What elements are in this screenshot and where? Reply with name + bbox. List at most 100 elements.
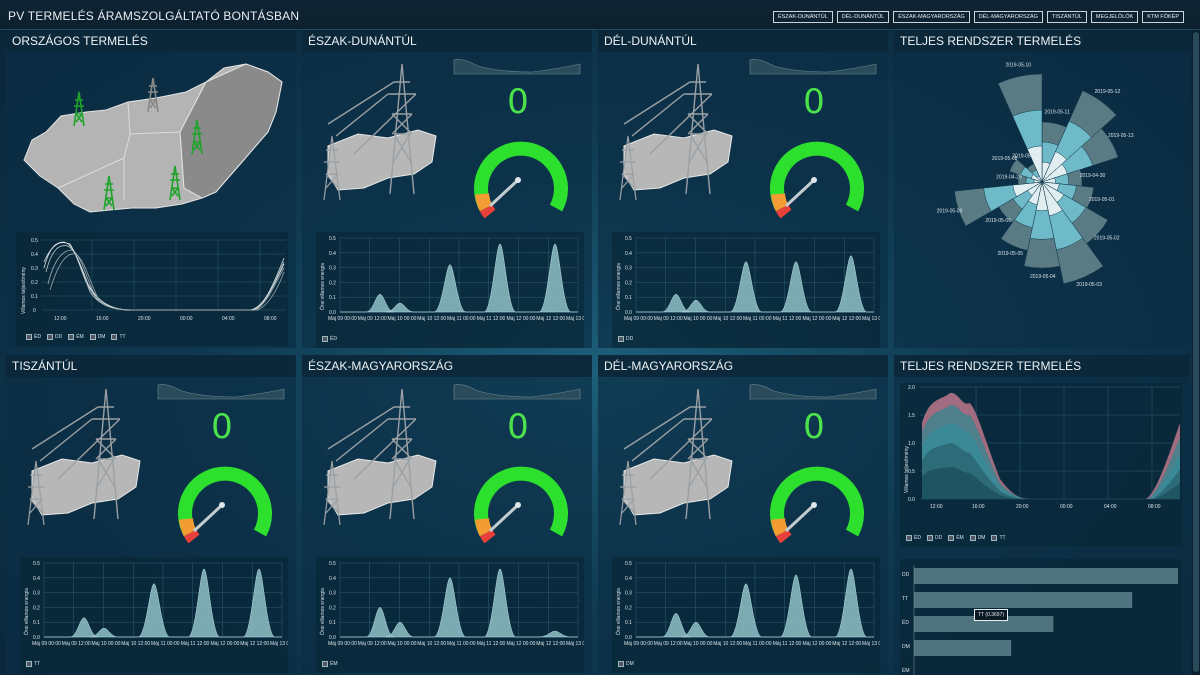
area-series-em	[340, 568, 578, 638]
legend-label: ÉM	[76, 334, 84, 340]
legend-label: ÉD	[914, 535, 921, 541]
legend-item-dd[interactable]: DD	[618, 336, 633, 342]
x-tick: 12:00	[930, 504, 943, 510]
x-tick: Máj 13 00:00	[862, 641, 880, 647]
y-axis-label: Órai villamos energia	[319, 588, 326, 635]
pylon-icon	[323, 460, 341, 526]
nav-button-eszak-dunantul[interactable]: ÉSZAK-DUNÁNTÚL	[772, 11, 833, 23]
gauge	[474, 141, 568, 218]
legend-label: ÉD	[34, 334, 41, 340]
legend-item-dm[interactable]: DM	[969, 535, 985, 541]
x-tick: Máj 12 12:00	[832, 641, 861, 647]
nav-button-eszak-magyarorszag[interactable]: ÉSZAK-MAGYARORSZÁG	[893, 11, 970, 23]
gauge	[178, 466, 272, 543]
mini-sparkline	[749, 59, 877, 75]
bar[interactable]	[914, 568, 1178, 584]
chart-legend: ÉM	[322, 661, 338, 667]
y-axis-label: Órai villamos energia	[319, 263, 326, 310]
chart-legend: TT	[26, 661, 40, 667]
gauge	[770, 141, 864, 218]
bar[interactable]	[914, 640, 1012, 656]
hungary-map	[23, 63, 283, 213]
polar-area-chart: 2019-05-11 2019-05-12 2019-05-13 2019-04-30…	[937, 63, 1134, 289]
pylon-icon	[623, 64, 713, 195]
y-tick: 0.1	[625, 620, 632, 626]
y-tick: 0.4	[329, 251, 336, 257]
y-tick: 0.3	[33, 591, 40, 597]
legend-item-dd[interactable]: DD	[46, 334, 62, 340]
y-tick: 0.0	[329, 310, 336, 316]
x-tick: Máj 11 00:00	[447, 316, 476, 322]
panel-title: DÉL-DUNÁNTÚL	[598, 30, 888, 52]
gauge-value: 0	[507, 82, 529, 122]
national-line-chart: Villamos teljesítmény 0.5 0.4 0.3 0.2 0.…	[16, 232, 288, 346]
page-scrollbar[interactable]	[1192, 30, 1200, 675]
bar-category-label: ÉD	[902, 619, 909, 626]
pylon-icon	[73, 91, 85, 127]
legend-label: DM	[626, 661, 634, 667]
x-tick: Máj 11 12:00	[773, 641, 802, 647]
x-tick: Máj 09 00:00	[624, 316, 653, 322]
legend-item-em[interactable]: ÉM	[322, 661, 338, 667]
x-tick: Máj 13 00:00	[862, 316, 880, 322]
system-rose-panel: TELJES RENDSZER TERMELÉS 2019-05-11 2019-…	[894, 30, 1190, 348]
y-tick: 0.3	[329, 591, 336, 597]
legend-item-ed[interactable]: ÉD	[322, 336, 337, 342]
y-tick: 0.1	[329, 295, 336, 301]
x-tick: 04:00	[222, 316, 235, 322]
x-tick: 20:00	[1016, 504, 1029, 510]
legend-label: DD	[626, 336, 634, 342]
bar-category-label: TT	[902, 596, 908, 602]
y-tick: 0.4	[33, 576, 40, 582]
y-tick: 0.3	[329, 266, 336, 272]
legend-swatch	[111, 334, 118, 340]
legend-item-dd[interactable]: DD	[926, 535, 942, 541]
nav-button-del-dunantul[interactable]: DÉL-DUNÁNTÚL	[836, 11, 890, 23]
y-tick: 0.0	[908, 497, 915, 503]
pylon-icon	[619, 460, 637, 526]
rose-segment	[1027, 145, 1043, 183]
nav-button-megjelolok[interactable]: MEGJELÖLÖK	[1090, 11, 1139, 23]
legend-item-tt[interactable]: TT	[26, 661, 40, 667]
chart-legend: ÉD DD ÉM DM TT	[26, 334, 126, 340]
legend-item-ed[interactable]: ÉD	[26, 334, 41, 340]
bar[interactable]	[914, 616, 1054, 632]
legend-swatch	[68, 334, 75, 340]
nav-button-tiszantul[interactable]: TISZÁNTÚL	[1046, 11, 1087, 23]
x-tick: Máj 13 00:00	[566, 641, 584, 647]
legend-item-tt[interactable]: TT	[111, 334, 126, 340]
area-series-dd	[636, 255, 874, 313]
nav-button-del-magyarorszag[interactable]: DÉL-MAGYARORSZÁG	[973, 11, 1043, 23]
panel-title: TELJES RENDSZER TERMELÉS	[894, 355, 1190, 377]
panel-title: ÉSZAK-DUNÁNTÚL	[302, 30, 592, 52]
legend-label: TT	[119, 334, 126, 340]
mini-sparkline	[453, 59, 581, 75]
rose-label: 2019-05-05	[997, 251, 1023, 257]
pylon-icon	[327, 389, 417, 520]
gauge	[770, 466, 864, 543]
system-area-chart: Villamos teljesítmény 2.0 1.5 1.0 0.5 0.…	[900, 383, 1182, 547]
legend-item-dm[interactable]: DM	[618, 661, 634, 667]
area-series-dm	[636, 568, 874, 638]
scrollbar-thumb[interactable]	[1193, 32, 1199, 672]
x-tick: Máj 09 00:00	[328, 641, 357, 647]
legend-swatch	[26, 661, 32, 667]
legend-item-em[interactable]: ÉM	[948, 535, 964, 541]
legend-item-em[interactable]: ÉM	[68, 334, 84, 340]
rose-label: 2019-04-30	[1080, 173, 1106, 179]
region-panel-tt: TISZÁNTÚL 0	[6, 355, 299, 673]
x-tick: Máj 09 00:00	[624, 641, 653, 647]
legend-swatch	[926, 535, 933, 541]
bar[interactable]	[914, 592, 1133, 608]
region-area-chart: Órai villamos energia 0.5 0.4 0.3 0.2 0.1 0.0 M…	[20, 557, 299, 673]
pylon-icon	[323, 135, 341, 201]
region-panel-ed: ÉSZAK-DUNÁNTÚL 0	[302, 30, 595, 348]
legend-item-dm[interactable]: DM	[89, 334, 105, 340]
legend-label: ÉD	[330, 336, 337, 342]
gauge-value: 0	[507, 407, 529, 447]
legend-item-tt[interactable]: TT	[991, 535, 1006, 541]
legend-item-ed[interactable]: ÉD	[906, 535, 921, 541]
rose-label: 2019-05-01	[1089, 197, 1115, 203]
nav-button-ktm-fokep[interactable]: KTM FŐKÉP	[1142, 11, 1184, 23]
x-tick: 20:00	[138, 316, 151, 322]
